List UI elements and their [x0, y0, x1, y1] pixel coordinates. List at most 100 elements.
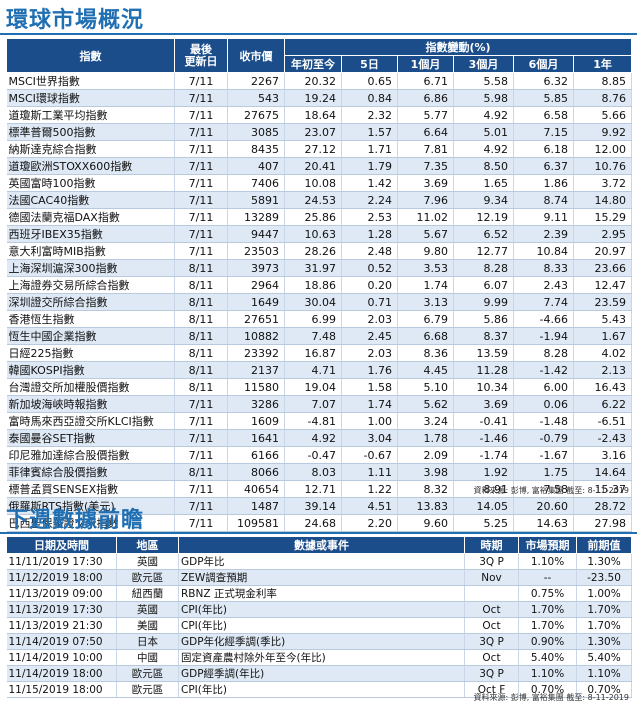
6m-change-cell: -1.42 [513, 361, 574, 379]
close-price-cell: 2137 [227, 361, 285, 379]
1y-change-cell: 2.95 [573, 225, 633, 243]
6m-change-cell: 6.18 [513, 140, 574, 158]
1m-change-cell: 3.13 [397, 293, 454, 311]
latest-date-cell: 8/11 [174, 361, 228, 379]
latest-date-cell: 7/11 [174, 480, 228, 498]
table-row: 英國富時100指數 7/11 7406 10.08 1.42 3.69 1.65 1.86 3.… [6, 174, 633, 192]
6m-change-cell: 7.58 [513, 480, 574, 498]
1m-change-cell: 6.86 [397, 89, 454, 107]
latest-date-cell: 7/11 [174, 225, 228, 243]
3m-change-cell: 8.37 [453, 327, 514, 345]
3m-change-cell: 12.77 [453, 242, 514, 260]
1y-change-cell: 8.76 [573, 89, 633, 107]
6m-change-cell: -4.66 [513, 310, 574, 328]
cal-period-cell: 3Q P [464, 665, 519, 682]
cal-region-cell: 英國 [116, 601, 179, 618]
cal-period-cell: 3Q P [464, 553, 519, 570]
5d-change-cell: 2.24 [341, 191, 398, 209]
table-row: 上海深圳滬深300指數 8/11 3973 31.97 0.52 3.53 8.28 8.33… [6, 259, 633, 277]
table-row: 11/14/2019 18:00 歐元區 GDP經季調(年比) 3Q P 1.10% 1.… [6, 665, 632, 682]
ytd-change-cell: 10.63 [284, 225, 342, 243]
index-name-cell: 法國CAC40指數 [6, 191, 175, 209]
cal-forecast-cell: 0.70% [518, 681, 577, 698]
3m-change-cell: -1.46 [453, 429, 514, 447]
cal-datetime-cell: 11/14/2019 18:00 [6, 665, 117, 682]
6m-change-cell: 6.32 [513, 72, 574, 90]
ytd-change-cell: 39.14 [284, 497, 342, 515]
ytd-change-cell: 18.86 [284, 276, 342, 294]
5d-change-cell: 1.28 [341, 225, 398, 243]
1y-change-cell: 15.37 [573, 480, 633, 498]
5d-change-cell: 1.42 [341, 174, 398, 192]
3m-change-cell: 4.92 [453, 140, 514, 158]
6m-change-cell: 6.58 [513, 106, 574, 124]
table-row: 俄羅斯RTS指數(美元) 7/11 1487 39.14 4.51 13.83 14.05 2… [6, 497, 633, 515]
5d-change-cell: 0.84 [341, 89, 398, 107]
close-price-cell: 1649 [227, 293, 285, 311]
ytd-change-cell: 7.07 [284, 395, 342, 413]
table-row: 西班牙IBEX35指數 7/11 9447 10.63 1.28 5.67 6.52 2.39… [6, 225, 633, 243]
latest-date-cell: 8/11 [174, 310, 228, 328]
1y-change-cell: 9.92 [573, 123, 633, 141]
1m-change-cell: 5.62 [397, 395, 454, 413]
table-row: 新加坡海峽時報指數 7/11 3286 7.07 1.74 5.62 3.69 0.06 6.2… [6, 395, 633, 413]
6m-change-cell: 7.15 [513, 123, 574, 141]
table-row: 11/13/2019 17:30 英國 CPI(年比) Oct 1.70% 1.70% [6, 601, 632, 618]
ytd-change-cell: 7.48 [284, 327, 342, 345]
1m-change-cell: 7.81 [397, 140, 454, 158]
cal-datetime-cell: 11/12/2019 18:00 [6, 569, 117, 586]
close-price-cell: 1641 [227, 429, 285, 447]
5d-change-cell: 2.45 [341, 327, 398, 345]
close-price-cell: 7406 [227, 174, 285, 192]
ytd-change-cell: 24.53 [284, 191, 342, 209]
table-row: 巴西聖保羅證交所指數 7/11 109581 24.68 2.20 9.60 5.25 14.… [6, 514, 633, 532]
index-name-cell: 菲律賓綜合股價指數 [6, 463, 175, 481]
cal-header-forecast: 市場預期 [518, 536, 577, 554]
1y-change-cell: -2.43 [573, 429, 633, 447]
index-name-cell: 泰國曼谷SET指數 [6, 429, 175, 447]
cal-datetime-cell: 11/11/2019 17:30 [6, 553, 117, 570]
index-name-cell: 英國富時100指數 [6, 174, 175, 192]
ytd-change-cell: 27.12 [284, 140, 342, 158]
6m-change-cell: -1.67 [513, 446, 574, 464]
close-price-cell: 3286 [227, 395, 285, 413]
index-name-cell: 道瓊歐洲STOXX600指數 [6, 157, 175, 175]
ytd-change-cell: 10.08 [284, 174, 342, 192]
5d-change-cell: 1.71 [341, 140, 398, 158]
1m-change-cell: 8.32 [397, 480, 454, 498]
cal-event-cell: 固定資產農村除外年至今(年比) [178, 649, 465, 666]
close-price-cell: 8435 [227, 140, 285, 158]
1y-change-cell: 5.66 [573, 106, 633, 124]
1y-change-cell: 23.66 [573, 259, 633, 277]
latest-date-cell: 8/11 [174, 293, 228, 311]
table-row: 法國CAC40指數 7/11 5891 24.53 2.24 7.96 9.34 8.74 14… [6, 191, 633, 209]
cal-previous-cell: 5.40% [576, 649, 632, 666]
market-title: 環球市場概況 [6, 8, 145, 33]
close-price-cell: 1609 [227, 412, 285, 430]
ytd-change-cell: 24.68 [284, 514, 342, 532]
cal-period-cell: Oct [464, 601, 519, 618]
cal-forecast-cell: 1.70% [518, 617, 577, 634]
table-row: 德國法蘭克福DAX指數 7/11 13289 25.86 2.53 11.02 12.19 9… [6, 208, 633, 226]
6m-change-cell: -1.94 [513, 327, 574, 345]
1m-change-cell: 2.09 [397, 446, 454, 464]
cal-previous-cell: 1.70% [576, 617, 632, 634]
close-price-cell: 3085 [227, 123, 285, 141]
table-row: 11/15/2019 18:00 歐元區 CPI(年比) Oct F 0.70% 0.70… [6, 681, 632, 698]
table-row: 泰國曼谷SET指數 7/11 1641 4.92 3.04 1.78 -1.46 -0.79-… [6, 429, 633, 447]
cal-event-cell: CPI(年比) [178, 601, 465, 618]
1y-change-cell: 16.43 [573, 378, 633, 396]
index-name-cell: 道瓊斯工業平均指數 [6, 106, 175, 124]
ytd-change-cell: 20.41 [284, 157, 342, 175]
3m-change-cell: 9.99 [453, 293, 514, 311]
3m-change-cell: -0.41 [453, 412, 514, 430]
1y-change-cell: 5.43 [573, 310, 633, 328]
market-table: 指數 最後 更新日 收市價 指數變動(%) 年初至今 5日 1個月 3個月 6個… [6, 38, 633, 532]
latest-date-cell: 7/11 [174, 412, 228, 430]
latest-date-cell: 8/11 [174, 344, 228, 362]
latest-date-cell: 8/11 [174, 327, 228, 345]
5d-change-cell: 1.58 [341, 378, 398, 396]
cal-event-cell: GDP年化經季調(季比) [178, 633, 465, 650]
index-name-cell: 西班牙IBEX35指數 [6, 225, 175, 243]
ytd-change-cell: 30.04 [284, 293, 342, 311]
